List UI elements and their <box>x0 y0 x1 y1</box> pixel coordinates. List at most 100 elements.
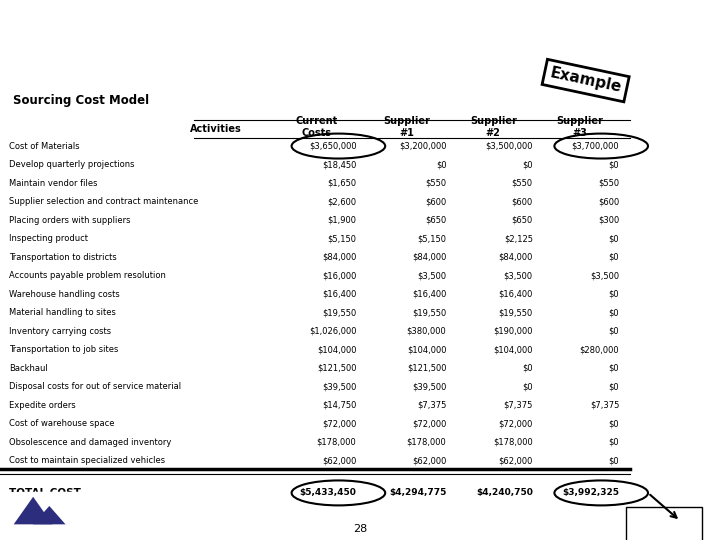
Text: $550: $550 <box>598 179 619 187</box>
Text: $72,000: $72,000 <box>498 419 533 428</box>
Text: $190,000: $190,000 <box>493 327 533 336</box>
Text: Current
Costs: Current Costs <box>296 116 338 138</box>
Text: $3,650,000: $3,650,000 <box>309 141 356 151</box>
Text: $3,500: $3,500 <box>504 271 533 280</box>
Text: $1,650: $1,650 <box>328 179 356 187</box>
Text: $0: $0 <box>522 363 533 373</box>
Text: $62,000: $62,000 <box>498 456 533 465</box>
Text: $650: $650 <box>425 215 446 225</box>
Text: $2,600: $2,600 <box>328 197 356 206</box>
Text: Material handling to sites: Material handling to sites <box>9 308 115 317</box>
Text: $104,000: $104,000 <box>317 345 356 354</box>
Text: Accounts payable problem resolution: Accounts payable problem resolution <box>9 271 166 280</box>
Text: Inventory carrying costs: Inventory carrying costs <box>9 327 111 336</box>
Text: $14,750: $14,750 <box>322 401 356 410</box>
Text: $16,400: $16,400 <box>322 289 356 299</box>
Text: $650: $650 <box>511 215 533 225</box>
Text: $7,375: $7,375 <box>417 401 446 410</box>
Text: Cost of warehouse space: Cost of warehouse space <box>9 419 114 428</box>
Text: $5,150: $5,150 <box>418 234 446 243</box>
Text: Example of Total Cost Comparisons: Example of Total Cost Comparisons <box>13 37 509 62</box>
Text: $16,400: $16,400 <box>498 289 533 299</box>
Text: Placing orders with suppliers: Placing orders with suppliers <box>9 215 130 225</box>
Text: $0: $0 <box>436 160 446 169</box>
Text: $0: $0 <box>608 437 619 447</box>
Text: $104,000: $104,000 <box>493 345 533 354</box>
Text: Obsolescence and damaged inventory: Obsolescence and damaged inventory <box>9 437 171 447</box>
Text: Example: Example <box>549 66 623 96</box>
Text: $19,550: $19,550 <box>412 308 446 317</box>
Text: $3,992,325: $3,992,325 <box>562 488 619 497</box>
Text: $3,500,000: $3,500,000 <box>485 141 533 151</box>
Text: $104,000: $104,000 <box>407 345 446 354</box>
Text: $5,150: $5,150 <box>328 234 356 243</box>
Text: $0: $0 <box>608 363 619 373</box>
Text: $84,000: $84,000 <box>322 253 356 261</box>
Text: $121,500: $121,500 <box>407 363 446 373</box>
Text: $0: $0 <box>608 253 619 261</box>
Text: Backhaul: Backhaul <box>9 363 48 373</box>
Text: $178,000: $178,000 <box>493 437 533 447</box>
Text: $300: $300 <box>598 215 619 225</box>
Text: TOTAL COST: TOTAL COST <box>9 488 81 498</box>
Text: Disposal costs for out of service material: Disposal costs for out of service materi… <box>9 382 181 391</box>
Text: $3,700,000: $3,700,000 <box>572 141 619 151</box>
Text: $39,500: $39,500 <box>412 382 446 391</box>
Text: $39,500: $39,500 <box>322 382 356 391</box>
Circle shape <box>0 492 284 529</box>
Text: Sourcing Cost Model: Sourcing Cost Model <box>13 94 149 107</box>
Text: $0: $0 <box>608 234 619 243</box>
Text: $62,000: $62,000 <box>322 456 356 465</box>
Text: $19,550: $19,550 <box>498 308 533 317</box>
FancyBboxPatch shape <box>626 507 702 540</box>
Text: CONSULTING: CONSULTING <box>99 523 143 529</box>
Text: $7,375: $7,375 <box>590 401 619 410</box>
Text: $84,000: $84,000 <box>412 253 446 261</box>
Text: denali: denali <box>97 501 135 511</box>
Text: Transportation to districts: Transportation to districts <box>9 253 117 261</box>
Text: $280,000: $280,000 <box>580 345 619 354</box>
Text: $0: $0 <box>522 160 533 169</box>
Text: $4,294,775: $4,294,775 <box>389 488 446 497</box>
Text: $5,433,450: $5,433,450 <box>300 488 356 497</box>
Text: Activities: Activities <box>190 124 242 134</box>
Polygon shape <box>33 506 66 524</box>
Text: Maintain vendor files: Maintain vendor files <box>9 179 97 187</box>
Text: $600: $600 <box>598 197 619 206</box>
Text: $3,500: $3,500 <box>418 271 446 280</box>
Text: $0: $0 <box>522 382 533 391</box>
Text: $16,400: $16,400 <box>412 289 446 299</box>
Text: $4,240,750: $4,240,750 <box>476 488 533 497</box>
Text: Warehouse handling costs: Warehouse handling costs <box>9 289 120 299</box>
Text: $121,500: $121,500 <box>317 363 356 373</box>
Text: $3,200,000: $3,200,000 <box>399 141 446 151</box>
Text: Supplier selection and contract maintenance: Supplier selection and contract maintena… <box>9 197 198 206</box>
Text: $0: $0 <box>608 160 619 169</box>
Text: Cost to maintain specialized vehicles: Cost to maintain specialized vehicles <box>9 456 165 465</box>
Text: $0: $0 <box>608 308 619 317</box>
Text: $0: $0 <box>608 289 619 299</box>
Text: $550: $550 <box>512 179 533 187</box>
Text: 28: 28 <box>353 524 367 534</box>
Text: $600: $600 <box>511 197 533 206</box>
Text: $18,450: $18,450 <box>322 160 356 169</box>
Text: Supplier
#2: Supplier #2 <box>469 116 517 138</box>
Text: Inspecting product: Inspecting product <box>9 234 88 243</box>
Text: Transportation to job sites: Transportation to job sites <box>9 345 118 354</box>
Text: $16,000: $16,000 <box>322 271 356 280</box>
Polygon shape <box>14 497 53 524</box>
Text: Develop quarterly projections: Develop quarterly projections <box>9 160 134 169</box>
Text: $7,375: $7,375 <box>503 401 533 410</box>
Text: $0: $0 <box>608 419 619 428</box>
Text: $380,000: $380,000 <box>407 327 446 336</box>
Text: $0: $0 <box>608 382 619 391</box>
Text: $3,500: $3,500 <box>590 271 619 280</box>
Text: $178,000: $178,000 <box>407 437 446 447</box>
Text: $0: $0 <box>608 456 619 465</box>
Text: $1,900: $1,900 <box>328 215 356 225</box>
Text: $1,026,000: $1,026,000 <box>309 327 356 336</box>
Text: Cost of Materials: Cost of Materials <box>9 141 79 151</box>
Text: Supplier
#1: Supplier #1 <box>383 116 431 138</box>
Text: Expedite orders: Expedite orders <box>9 401 76 410</box>
Text: $19,550: $19,550 <box>322 308 356 317</box>
